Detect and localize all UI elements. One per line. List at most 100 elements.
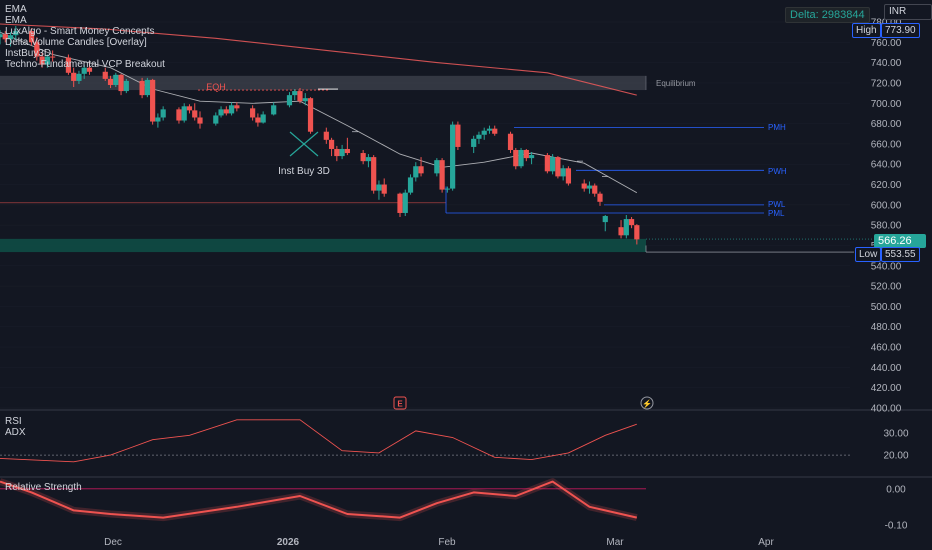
candle[interactable] bbox=[292, 89, 298, 101]
candle[interactable] bbox=[628, 217, 635, 229]
candle[interactable] bbox=[7, 32, 14, 47]
candle[interactable] bbox=[450, 121, 456, 191]
candle[interactable] bbox=[592, 183, 598, 197]
candle[interactable] bbox=[302, 93, 308, 106]
candle[interactable] bbox=[160, 106, 166, 121]
currency-selector[interactable]: INR bbox=[884, 4, 932, 20]
candle[interactable] bbox=[260, 111, 266, 124]
candle[interactable] bbox=[123, 78, 129, 94]
candle[interactable] bbox=[397, 192, 403, 218]
candle[interactable] bbox=[107, 75, 114, 89]
candle[interactable] bbox=[181, 103, 187, 123]
candle[interactable] bbox=[586, 181, 593, 194]
candle[interactable] bbox=[376, 180, 382, 200]
indicator-ema-1[interactable]: EMA bbox=[5, 4, 27, 15]
candle[interactable] bbox=[334, 145, 340, 162]
candle[interactable] bbox=[507, 131, 514, 154]
candle[interactable] bbox=[597, 191, 603, 206]
candle[interactable] bbox=[0, 30, 3, 45]
candle[interactable] bbox=[360, 149, 366, 165]
candle[interactable] bbox=[528, 152, 535, 165]
dividend-marker[interactable]: ⚡ bbox=[640, 396, 654, 410]
candle[interactable] bbox=[523, 148, 529, 162]
candle[interactable] bbox=[602, 215, 608, 232]
candle[interactable] bbox=[144, 77, 150, 98]
candle[interactable] bbox=[76, 70, 82, 84]
candle[interactable] bbox=[476, 131, 482, 144]
candle[interactable] bbox=[65, 54, 72, 75]
candle[interactable] bbox=[228, 102, 235, 116]
candle[interactable] bbox=[13, 26, 19, 41]
candle[interactable] bbox=[565, 166, 572, 186]
candle[interactable] bbox=[492, 125, 498, 136]
candle[interactable] bbox=[402, 189, 408, 217]
candle[interactable] bbox=[307, 97, 314, 134]
indicator-ema-2[interactable]: EMA bbox=[5, 15, 27, 26]
candle[interactable] bbox=[381, 178, 387, 197]
candle[interactable] bbox=[39, 52, 45, 68]
candle[interactable] bbox=[407, 174, 414, 195]
candle[interactable] bbox=[618, 220, 624, 239]
candle[interactable] bbox=[328, 137, 335, 157]
indicator-vcp-breakout[interactable]: Techno-Fundamental VCP Breakout bbox=[5, 59, 165, 70]
candle[interactable] bbox=[192, 103, 198, 121]
candle[interactable] bbox=[2, 31, 8, 43]
candle[interactable] bbox=[481, 127, 487, 140]
candle[interactable] bbox=[44, 54, 50, 68]
indicator-instbuy3d[interactable]: InstBuy3D bbox=[5, 48, 52, 59]
candle[interactable] bbox=[434, 158, 440, 177]
candle[interactable] bbox=[581, 179, 587, 192]
candle[interactable] bbox=[34, 37, 40, 61]
candle[interactable] bbox=[550, 154, 556, 175]
candle[interactable] bbox=[555, 156, 561, 179]
relative-strength-title[interactable]: Relative Strength bbox=[5, 482, 82, 493]
candle[interactable] bbox=[339, 144, 345, 160]
candle[interactable] bbox=[186, 104, 193, 114]
candle[interactable] bbox=[634, 224, 640, 245]
candle[interactable] bbox=[297, 88, 303, 104]
candle[interactable] bbox=[286, 92, 293, 108]
candle[interactable] bbox=[118, 73, 124, 96]
candle[interactable] bbox=[255, 113, 261, 127]
candle[interactable] bbox=[439, 158, 445, 193]
candle[interactable] bbox=[213, 112, 219, 126]
candle[interactable] bbox=[413, 162, 419, 182]
candle[interactable] bbox=[223, 106, 229, 116]
candle[interactable] bbox=[518, 147, 524, 169]
candle[interactable] bbox=[271, 102, 277, 116]
candle[interactable] bbox=[113, 72, 119, 88]
candle[interactable] bbox=[139, 77, 145, 99]
candle[interactable] bbox=[455, 121, 461, 150]
earnings-marker[interactable]: E bbox=[393, 396, 407, 410]
candle[interactable] bbox=[344, 137, 350, 156]
candle[interactable] bbox=[250, 105, 256, 121]
candle[interactable] bbox=[471, 135, 477, 154]
candle[interactable] bbox=[365, 154, 372, 168]
candle[interactable] bbox=[418, 157, 424, 177]
candle[interactable] bbox=[234, 102, 240, 112]
candle[interactable] bbox=[150, 78, 156, 125]
candle[interactable] bbox=[371, 155, 377, 194]
candle[interactable] bbox=[102, 67, 108, 81]
candle[interactable] bbox=[513, 147, 519, 170]
candle[interactable] bbox=[86, 61, 93, 75]
candle[interactable] bbox=[623, 215, 629, 239]
adx-title[interactable]: ADX bbox=[5, 427, 26, 438]
candle[interactable] bbox=[28, 28, 35, 46]
indicator-delta-volume[interactable]: Delta Volume Candles [Overlay] bbox=[5, 37, 147, 48]
candle[interactable] bbox=[444, 186, 450, 193]
candle[interactable] bbox=[71, 67, 77, 88]
rsi-title[interactable]: RSI bbox=[5, 416, 22, 427]
candle[interactable] bbox=[486, 125, 493, 134]
candle[interactable] bbox=[218, 106, 224, 118]
indicator-smart-money[interactable]: LuxAlgo - Smart Money Concepts bbox=[5, 26, 155, 37]
candle[interactable] bbox=[81, 64, 87, 79]
candle[interactable] bbox=[323, 127, 329, 144]
candle[interactable] bbox=[560, 165, 566, 181]
candle[interactable] bbox=[544, 153, 550, 174]
candle[interactable] bbox=[197, 111, 203, 129]
candle[interactable] bbox=[155, 113, 161, 128]
candle[interactable] bbox=[176, 107, 182, 124]
candle[interactable] bbox=[50, 50, 56, 62]
